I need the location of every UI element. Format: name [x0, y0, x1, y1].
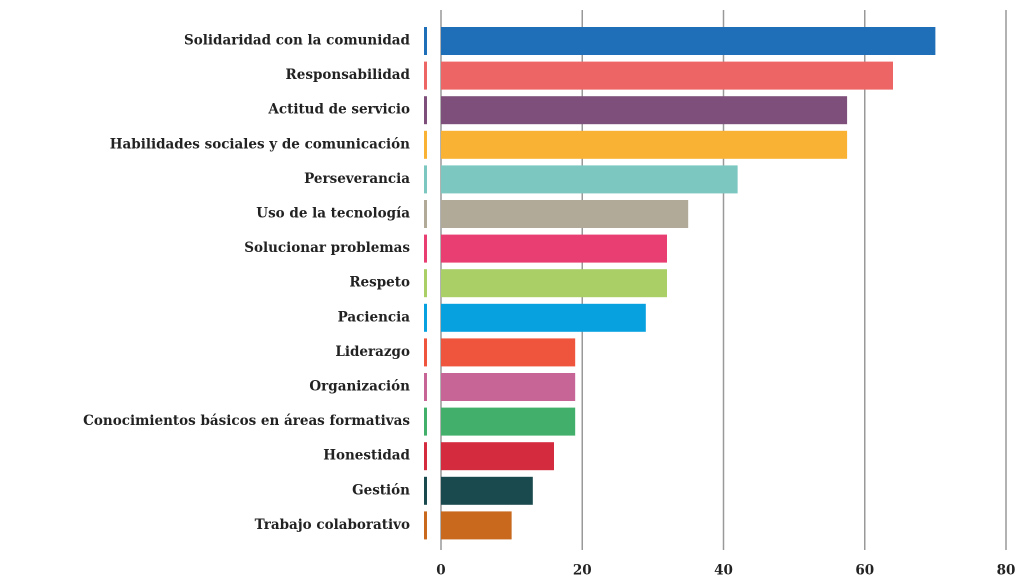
y-tick-label: Liderazgo	[335, 344, 410, 360]
bar	[441, 61, 893, 90]
bar	[441, 303, 646, 332]
category-swatch	[424, 234, 427, 263]
category-swatch	[424, 303, 427, 332]
y-tick-label: Paciencia	[338, 309, 411, 325]
y-tick-label: Actitud de servicio	[267, 102, 410, 118]
bar	[441, 442, 554, 471]
y-tick-label: Respeto	[349, 275, 410, 291]
category-swatch	[424, 269, 427, 298]
x-tick-label: 0	[436, 563, 445, 579]
bar	[441, 269, 667, 298]
bar	[441, 27, 936, 55]
category-swatch	[424, 165, 427, 194]
category-swatch	[424, 511, 427, 540]
bar	[441, 96, 848, 125]
category-swatch	[424, 373, 427, 401]
y-tick-label: Habilidades sociales y de comunicación	[110, 136, 410, 152]
x-tick-label: 20	[573, 563, 592, 579]
y-tick-label: Honestidad	[323, 448, 410, 464]
y-tick-label: Conocimientos básicos en áreas formativa…	[83, 413, 410, 429]
bar	[441, 373, 576, 401]
bar	[441, 130, 848, 159]
bar	[441, 407, 576, 436]
bar	[441, 511, 512, 540]
bar	[441, 165, 738, 194]
category-swatch	[424, 407, 427, 436]
bar	[441, 476, 533, 505]
y-tick-label: Organización	[309, 379, 410, 395]
y-tick-label: Responsabilidad	[286, 67, 411, 83]
x-tick-label: 60	[855, 563, 874, 579]
x-tick-label: 40	[714, 563, 733, 579]
y-tick-label: Gestión	[352, 482, 410, 498]
category-swatch	[424, 130, 427, 159]
y-tick-label: Uso de la tecnología	[256, 206, 410, 222]
y-tick-label: Solucionar problemas	[244, 240, 410, 256]
category-swatch	[424, 338, 427, 367]
x-tick-label: 80	[997, 563, 1016, 579]
category-swatch	[424, 442, 427, 471]
category-swatch	[424, 200, 427, 228]
category-swatch	[424, 61, 427, 90]
y-tick-label: Solidaridad con la comunidad	[184, 33, 411, 49]
category-swatch	[424, 27, 427, 55]
category-swatch	[424, 476, 427, 505]
bar	[441, 234, 667, 263]
y-tick-label: Trabajo colaborativo	[255, 517, 410, 533]
y-tick-label: Perseverancia	[304, 171, 410, 187]
bar	[441, 338, 576, 367]
category-swatch	[424, 96, 427, 125]
bar	[441, 200, 689, 228]
